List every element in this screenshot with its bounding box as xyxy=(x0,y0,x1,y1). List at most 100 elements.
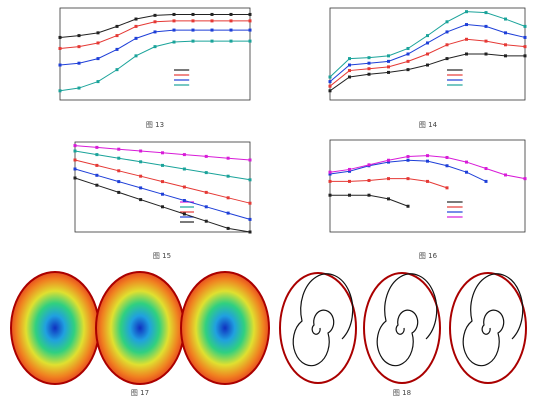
marker xyxy=(77,86,81,90)
marker xyxy=(153,13,157,17)
marker xyxy=(328,75,332,79)
marker xyxy=(77,61,81,65)
marker xyxy=(153,30,157,34)
marker xyxy=(523,45,527,49)
marker xyxy=(248,39,252,43)
marker xyxy=(348,193,351,197)
marker xyxy=(229,39,233,43)
marker xyxy=(161,151,164,155)
marker xyxy=(58,63,62,67)
marker xyxy=(115,24,119,28)
marker xyxy=(77,34,81,38)
marker xyxy=(406,204,410,208)
marker xyxy=(504,173,507,177)
series-line xyxy=(330,194,409,207)
marker xyxy=(134,54,138,58)
marker xyxy=(161,180,164,184)
marker xyxy=(182,212,186,216)
marker xyxy=(73,158,77,162)
marker xyxy=(426,63,429,67)
marker xyxy=(117,180,121,184)
marker xyxy=(134,17,138,21)
marker xyxy=(191,19,195,23)
marker xyxy=(367,163,371,167)
marker xyxy=(96,57,100,61)
marker xyxy=(204,219,208,223)
marker xyxy=(58,46,62,50)
marker xyxy=(328,193,332,197)
marker xyxy=(182,185,186,189)
marker xyxy=(426,34,429,38)
figure-caption: 图 14 xyxy=(419,121,438,129)
marker xyxy=(96,80,100,84)
marker xyxy=(134,24,138,28)
marker xyxy=(204,171,208,175)
marker xyxy=(95,163,99,167)
contour-image xyxy=(95,271,185,385)
marker xyxy=(172,40,176,44)
marker xyxy=(58,35,62,39)
marker xyxy=(153,20,157,24)
marker xyxy=(226,174,230,178)
series-line xyxy=(329,53,525,92)
marker xyxy=(387,197,390,201)
marker xyxy=(153,45,157,49)
marker xyxy=(204,190,208,194)
marker xyxy=(367,178,371,182)
plot-frame xyxy=(74,141,251,233)
marker xyxy=(172,19,176,23)
streamline-images xyxy=(279,272,527,384)
marker xyxy=(387,65,390,69)
marker xyxy=(229,19,233,23)
marker xyxy=(73,144,77,148)
marker xyxy=(406,46,410,50)
marker xyxy=(367,56,371,60)
contour-image xyxy=(10,271,100,385)
marker xyxy=(406,177,410,181)
series-line xyxy=(329,38,526,87)
marker xyxy=(348,75,351,79)
marker xyxy=(95,153,99,157)
marker xyxy=(96,31,100,35)
marker xyxy=(348,63,351,67)
marker xyxy=(226,211,230,215)
marker xyxy=(426,159,429,163)
marker xyxy=(139,174,143,178)
marker xyxy=(161,163,164,167)
marker xyxy=(328,172,332,176)
marker xyxy=(182,153,186,157)
marker xyxy=(117,190,121,194)
marker xyxy=(172,12,176,16)
marker xyxy=(226,156,230,160)
marker xyxy=(95,145,99,149)
marker xyxy=(95,173,99,177)
marker xyxy=(465,37,468,41)
marker xyxy=(328,89,332,93)
figure-caption: 图 18 xyxy=(393,389,411,397)
marker xyxy=(210,19,214,23)
marker xyxy=(406,158,410,162)
figure-caption: 图 15 xyxy=(153,252,171,260)
marker xyxy=(248,28,252,32)
marker xyxy=(484,52,488,56)
marker xyxy=(204,205,208,209)
contour-images xyxy=(10,271,270,385)
marker xyxy=(328,84,332,88)
marker xyxy=(367,61,371,65)
marker xyxy=(117,169,121,173)
marker xyxy=(484,179,488,183)
marker xyxy=(248,19,252,23)
marker xyxy=(248,158,252,162)
marker xyxy=(139,198,143,202)
marker xyxy=(387,158,390,162)
marker xyxy=(348,179,351,183)
marker xyxy=(445,57,449,61)
marker xyxy=(348,57,351,61)
marker xyxy=(367,67,371,71)
marker xyxy=(484,11,488,15)
marker xyxy=(504,54,507,58)
marker xyxy=(406,155,410,159)
marker xyxy=(73,176,77,180)
marker xyxy=(406,52,410,56)
